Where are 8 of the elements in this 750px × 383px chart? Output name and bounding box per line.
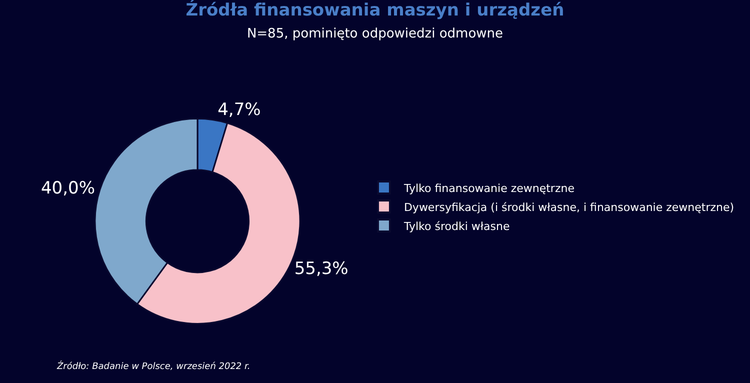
chart-subtitle: N=85, pominięto odpowiedzi odmowne: [246, 26, 504, 42]
data-label: 4,7%: [218, 100, 261, 120]
legend-label: Tylko środki własne: [402, 220, 510, 233]
text: Źródło: Badanie w Polsce, wrzesień 2022 r.: [56, 360, 250, 372]
data-label: 55,3%: [294, 258, 348, 279]
legend-label: Tylko finansowanie zewnętrzne: [402, 182, 575, 195]
data-label: 40,0%: [40, 178, 95, 199]
legend-label: Dywersyfikacja (i środki własne, i finansowanie zewnętrzne): [404, 200, 734, 214]
